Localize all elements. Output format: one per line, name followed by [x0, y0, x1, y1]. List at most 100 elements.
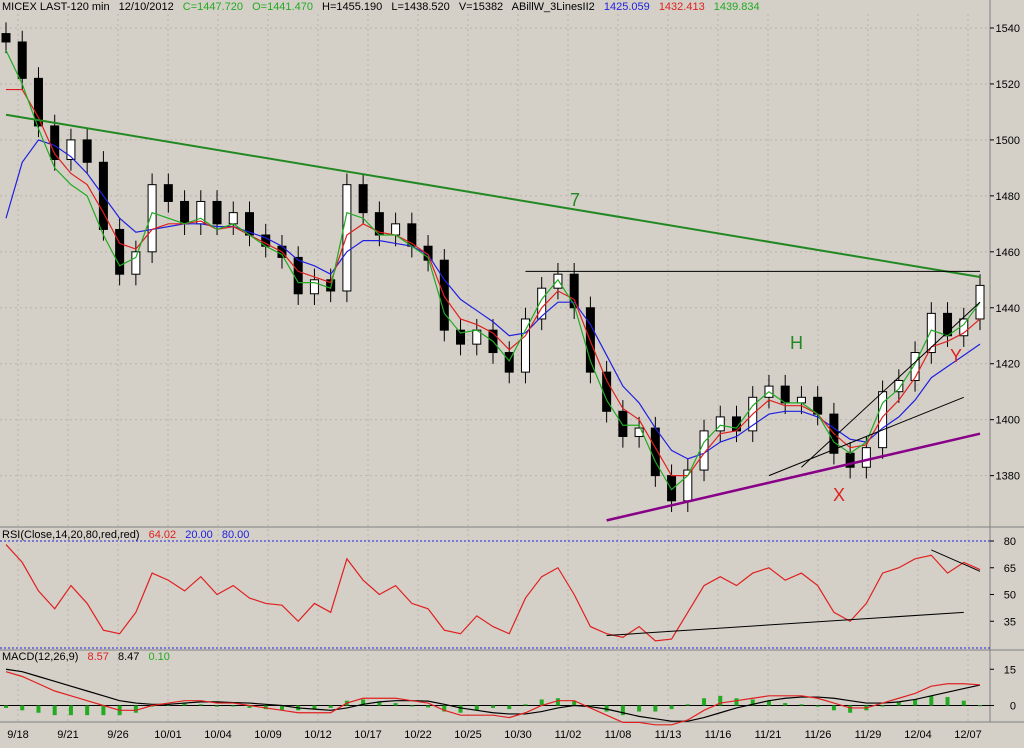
candle-body	[456, 329, 466, 345]
macd-histogram-bar	[36, 705, 41, 713]
macd-histogram-bar	[52, 705, 57, 716]
macd-signal-line	[5, 668, 981, 722]
price-header: MICEX LAST-120 min 12/10/2012 C=1447.720…	[2, 1, 766, 13]
price-tick-label: 1540	[996, 23, 1020, 35]
candle-body	[634, 427, 644, 437]
candle-body	[342, 184, 352, 292]
candle-body	[796, 396, 806, 404]
x-tick-label: 11/16	[705, 729, 732, 741]
macd-value: 8.57	[87, 651, 109, 663]
ma-green-line	[5, 50, 981, 491]
macd-histogram-bar	[4, 705, 8, 708]
macd-histogram-bar	[101, 705, 106, 716]
candle-body	[553, 273, 563, 289]
candle-body	[66, 139, 76, 160]
price-tick-label: 1480	[996, 191, 1020, 203]
date-label: 12/10/2012	[118, 1, 174, 13]
candle-body	[228, 212, 238, 225]
macd-histogram-bar	[831, 705, 836, 711]
macd-histogram-bar	[442, 705, 447, 712]
indicator-name: ABillW_3LinesII2	[511, 1, 595, 13]
candle-body	[569, 273, 579, 309]
macd-histogram-bar	[458, 705, 463, 713]
macd-line	[5, 671, 981, 726]
symbol-label: MICEX LAST-120 min	[2, 1, 110, 13]
macd-signal-value: 8.47	[117, 651, 140, 663]
macd-histogram-bar	[393, 703, 398, 706]
candle-body	[163, 184, 173, 202]
macd-histogram-bar	[945, 697, 950, 706]
macd-histogram-bar	[68, 705, 73, 716]
macd-histogram-bar	[231, 705, 236, 707]
price-tick-label: 1420	[996, 359, 1020, 371]
x-tick-label: 11/08	[605, 729, 632, 741]
candle-body	[180, 200, 190, 225]
macd-histogram-bar	[685, 704, 690, 706]
open-value: O=1441.470	[252, 1, 313, 13]
macd-histogram-bar	[718, 695, 723, 706]
macd-histogram-bar	[588, 705, 593, 707]
macd-histogram-bar	[85, 705, 90, 716]
candle-body	[131, 251, 141, 275]
macd-histogram-bar	[929, 695, 934, 706]
macd-histogram-bar	[766, 700, 771, 706]
macd-histogram-bar	[215, 705, 220, 707]
macd-histogram-bar	[182, 703, 187, 706]
candle-body	[861, 447, 871, 468]
x-tick-label: 12/04	[904, 729, 932, 741]
line1-value: 1425.059	[603, 1, 650, 13]
macd-histogram-bar	[799, 704, 804, 706]
macd-histogram-bar	[523, 704, 528, 706]
macd-histogram-bar	[653, 705, 658, 712]
x-tick-label: 9/21	[57, 729, 78, 741]
ma-blue-line	[5, 139, 981, 460]
price-tick-label: 1380	[996, 471, 1020, 483]
x-tick-label: 12/07	[954, 729, 982, 741]
candle-body	[50, 125, 60, 160]
candle-body	[926, 312, 936, 354]
macd-histogram-bar	[409, 705, 414, 707]
x-tick-label: 11/21	[755, 729, 782, 741]
macd-histogram-bar	[491, 705, 495, 708]
macd-histogram-bar	[880, 705, 885, 707]
macd-hist-value: 0.10	[148, 651, 170, 663]
x-tick-label: 11/26	[805, 729, 832, 741]
macd-histogram-bar	[279, 705, 284, 711]
line2-value: 1432.413	[658, 1, 705, 13]
macd-histogram-bar	[247, 705, 252, 708]
candle-body	[715, 416, 725, 432]
x-tick-label: 11/29	[855, 729, 882, 741]
x-tick-label: 11/02	[555, 729, 582, 741]
macd-histogram-bar	[637, 705, 642, 712]
candle-body	[1, 33, 11, 43]
trendline-support	[606, 432, 981, 522]
macd-histogram-bar	[734, 698, 739, 706]
x-tick-label: 10/09	[254, 729, 282, 741]
candle-body	[618, 410, 628, 437]
macd-histogram-bar	[361, 699, 366, 706]
macd-histogram-bar	[978, 705, 982, 707]
macd-histogram-bar	[702, 698, 707, 706]
x-tick-label: 11/13	[655, 729, 682, 741]
x-tick-label: 10/04	[204, 729, 232, 741]
rsi-resistance-line	[931, 549, 981, 572]
macd-histogram-bar	[507, 705, 512, 710]
candle-body	[504, 352, 514, 373]
x-tick-label: 9/18	[7, 729, 28, 741]
trendline-lower-black	[768, 396, 964, 477]
price-tick-label: 1440	[996, 303, 1020, 315]
macd-histogram-bar	[783, 703, 788, 706]
macd-header: MACD(12,26,9) 8.57 8.47 0.10	[2, 651, 176, 663]
macd-label: MACD(12,26,9)	[2, 651, 79, 663]
macd-histogram-bar	[474, 705, 479, 711]
wave-y-label: Y	[950, 346, 962, 366]
volume-value: V=15382	[458, 1, 504, 13]
candle-body	[293, 256, 303, 295]
rsi-tick-label: 50	[1004, 590, 1016, 602]
line3-value: 1439.834	[713, 1, 760, 13]
macd-histogram-bar	[426, 705, 431, 708]
candle-body	[358, 184, 368, 214]
candle-body	[115, 228, 125, 275]
x-tick-label: 10/17	[354, 729, 382, 741]
x-tick-label: 10/12	[304, 729, 332, 741]
